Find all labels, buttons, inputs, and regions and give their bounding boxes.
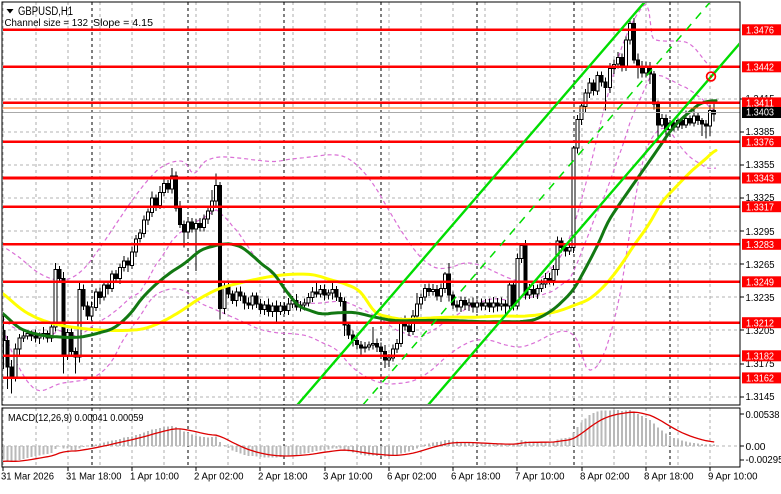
svg-text:2 Apr 02:00: 2 Apr 02:00 (194, 472, 244, 483)
svg-text:8 Apr 02:00: 8 Apr 02:00 (580, 472, 630, 483)
svg-text:3 Apr 10:00: 3 Apr 10:00 (323, 472, 373, 483)
svg-text:1.3283: 1.3283 (746, 240, 774, 251)
svg-text:1.3145: 1.3145 (746, 392, 775, 403)
svg-text:31 Mar 18:00: 31 Mar 18:00 (66, 472, 122, 483)
svg-text:9 Apr 10:00: 9 Apr 10:00 (708, 472, 758, 483)
svg-text:1.3182: 1.3182 (746, 352, 774, 363)
svg-text:31 Mar 2026: 31 Mar 2026 (1, 472, 54, 483)
svg-text:6 Apr 02:00: 6 Apr 02:00 (387, 472, 437, 483)
svg-text:1 Apr 10:00: 1 Apr 10:00 (130, 472, 179, 483)
svg-text:1.3295: 1.3295 (746, 227, 775, 238)
svg-text:1.3265: 1.3265 (746, 260, 775, 271)
svg-text:MACD(12,26,9) 0.00041 0.00059: MACD(12,26,9) 0.00041 0.00059 (8, 413, 144, 424)
svg-text:1.3343: 1.3343 (746, 174, 774, 185)
svg-text:1.3212: 1.3212 (746, 318, 774, 329)
svg-text:1.3317: 1.3317 (746, 202, 774, 213)
svg-text:Channel size = 132: Channel size = 132 (5, 17, 89, 29)
svg-text:0.00538: 0.00538 (746, 410, 780, 421)
svg-text:Slope = 4.15: Slope = 4.15 (93, 17, 153, 29)
svg-text:6 Apr 18:00: 6 Apr 18:00 (451, 472, 501, 483)
svg-text:1.3235: 1.3235 (746, 293, 775, 304)
svg-text:1.3376: 1.3376 (746, 137, 774, 148)
svg-text:8 Apr 18:00: 8 Apr 18:00 (644, 472, 694, 483)
svg-text:1.3355: 1.3355 (746, 160, 775, 171)
svg-text:1.3249: 1.3249 (746, 278, 774, 289)
svg-text:2 Apr 18:00: 2 Apr 18:00 (258, 472, 308, 483)
svg-text:1.3476: 1.3476 (746, 26, 774, 37)
svg-text:1.3403: 1.3403 (746, 108, 774, 119)
svg-text:7 Apr 10:00: 7 Apr 10:00 (515, 472, 565, 483)
svg-text:1.3442: 1.3442 (746, 63, 774, 74)
svg-text:1.3162: 1.3162 (746, 374, 774, 385)
svg-text:-0.00295: -0.00295 (746, 455, 781, 466)
svg-text:0.00: 0.00 (746, 442, 766, 453)
